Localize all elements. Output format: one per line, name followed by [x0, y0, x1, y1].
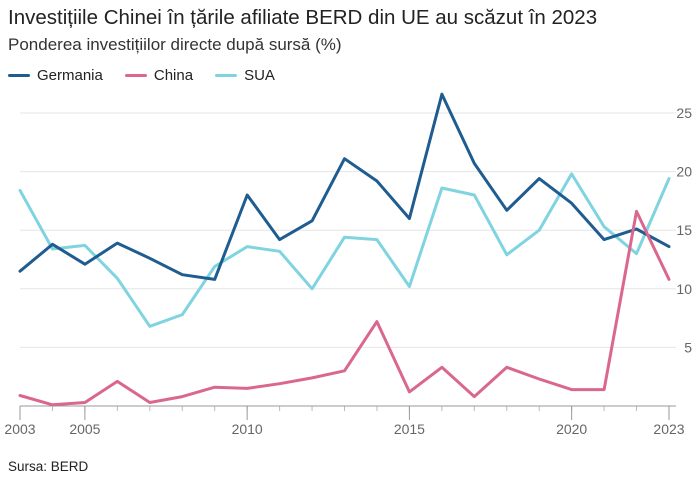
series-line-china	[18, 209, 671, 407]
x-tick-label-2020: 2020	[556, 421, 587, 437]
legend-swatch-china	[124, 74, 147, 77]
x-tick-label-2015: 2015	[394, 421, 425, 437]
legend-swatch-sua	[215, 74, 238, 77]
x-tick-label-2005: 2005	[69, 421, 100, 437]
x-tick-label-2023: 2023	[653, 421, 684, 437]
series-line-sua	[18, 172, 671, 328]
y-tick-label-5: 5	[684, 339, 692, 355]
legend-label-sua: SUA	[244, 67, 275, 84]
chart-legend: Germania China SUA	[8, 67, 297, 84]
y-tick-label-25: 25	[676, 105, 692, 121]
legend-swatch-germania	[8, 74, 30, 77]
y-tick-label-10: 10	[676, 281, 692, 297]
y-tick-label-15: 15	[676, 222, 692, 238]
legend-item-china: China	[124, 67, 194, 84]
y-tick-label-20: 20	[676, 164, 692, 180]
x-tick-label-2003: 2003	[4, 421, 35, 437]
chart-title: Investițiile Chinei în țările afiliate B…	[8, 6, 598, 29]
legend-label-china: China	[153, 67, 194, 84]
legend-label-germania: Germania	[37, 67, 103, 84]
legend-item-sua: SUA	[215, 67, 275, 84]
source-note: Sursa: BERD	[8, 459, 89, 474]
legend-item-germania: Germania	[8, 67, 103, 84]
chart-subtitle: Ponderea investițiilor directe după surs…	[8, 35, 342, 54]
x-tick-label-2010: 2010	[232, 421, 263, 437]
series-line-germania	[18, 92, 671, 281]
